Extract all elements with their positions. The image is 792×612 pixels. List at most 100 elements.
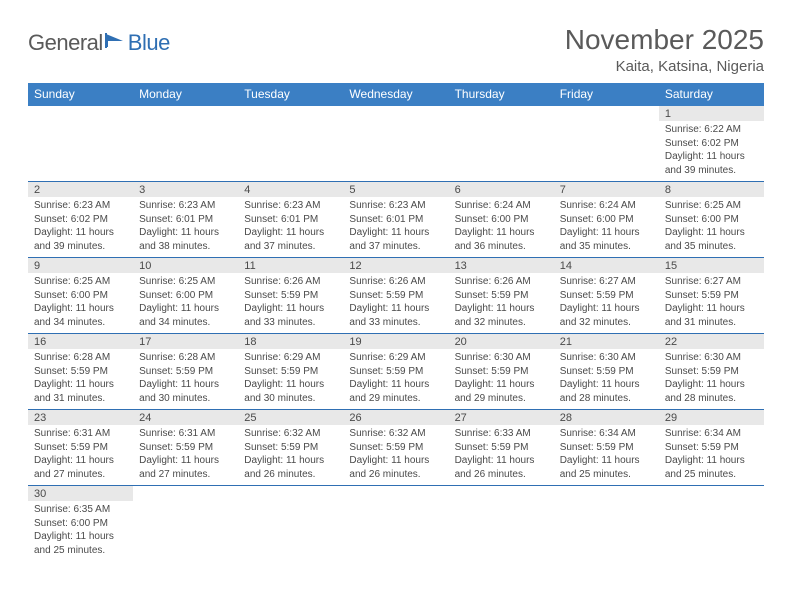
- title-block: November 2025 Kaita, Katsina, Nigeria: [565, 24, 764, 75]
- daylight-text: Daylight: 11 hours and 37 minutes.: [349, 226, 442, 253]
- weekday-header: Friday: [554, 83, 659, 106]
- calendar-day-cell: 28Sunrise: 6:34 AMSunset: 5:59 PMDayligh…: [554, 410, 659, 486]
- calendar-day-cell: 2Sunrise: 6:23 AMSunset: 6:02 PMDaylight…: [28, 182, 133, 258]
- day-details: Sunrise: 6:22 AMSunset: 6:02 PMDaylight:…: [659, 121, 764, 181]
- sunrise-text: Sunrise: 6:22 AM: [665, 123, 758, 137]
- daylight-text: Daylight: 11 hours and 38 minutes.: [139, 226, 232, 253]
- daylight-text: Daylight: 11 hours and 31 minutes.: [665, 302, 758, 329]
- sunset-text: Sunset: 5:59 PM: [349, 365, 442, 379]
- calendar-day-cell: 16Sunrise: 6:28 AMSunset: 5:59 PMDayligh…: [28, 334, 133, 410]
- calendar-day-cell: 18Sunrise: 6:29 AMSunset: 5:59 PMDayligh…: [238, 334, 343, 410]
- calendar-day-cell: 10Sunrise: 6:25 AMSunset: 6:00 PMDayligh…: [133, 258, 238, 334]
- sunrise-text: Sunrise: 6:27 AM: [560, 275, 653, 289]
- calendar-empty-cell: [133, 106, 238, 182]
- day-details: Sunrise: 6:30 AMSunset: 5:59 PMDaylight:…: [659, 349, 764, 409]
- day-number: 28: [554, 410, 659, 425]
- day-details: Sunrise: 6:26 AMSunset: 5:59 PMDaylight:…: [343, 273, 448, 333]
- sunrise-text: Sunrise: 6:31 AM: [34, 427, 127, 441]
- location-text: Kaita, Katsina, Nigeria: [565, 58, 764, 75]
- sunrise-text: Sunrise: 6:34 AM: [560, 427, 653, 441]
- daylight-text: Daylight: 11 hours and 34 minutes.: [139, 302, 232, 329]
- logo-text-blue: Blue: [128, 30, 170, 56]
- day-number: 14: [554, 258, 659, 273]
- calendar-day-cell: 25Sunrise: 6:32 AMSunset: 5:59 PMDayligh…: [238, 410, 343, 486]
- day-details: Sunrise: 6:32 AMSunset: 5:59 PMDaylight:…: [238, 425, 343, 485]
- day-number: 7: [554, 182, 659, 197]
- sunset-text: Sunset: 5:59 PM: [244, 441, 337, 455]
- sunset-text: Sunset: 5:59 PM: [349, 289, 442, 303]
- day-number: 5: [343, 182, 448, 197]
- day-number: 30: [28, 486, 133, 501]
- day-details: Sunrise: 6:24 AMSunset: 6:00 PMDaylight:…: [554, 197, 659, 257]
- calendar-day-cell: 4Sunrise: 6:23 AMSunset: 6:01 PMDaylight…: [238, 182, 343, 258]
- sunset-text: Sunset: 5:59 PM: [244, 289, 337, 303]
- day-number: 9: [28, 258, 133, 273]
- month-title: November 2025: [565, 24, 764, 56]
- calendar-empty-cell: [554, 106, 659, 182]
- sunrise-text: Sunrise: 6:23 AM: [34, 199, 127, 213]
- daylight-text: Daylight: 11 hours and 28 minutes.: [665, 378, 758, 405]
- calendar-day-cell: 5Sunrise: 6:23 AMSunset: 6:01 PMDaylight…: [343, 182, 448, 258]
- calendar-day-cell: 24Sunrise: 6:31 AMSunset: 5:59 PMDayligh…: [133, 410, 238, 486]
- sunset-text: Sunset: 5:59 PM: [455, 289, 548, 303]
- daylight-text: Daylight: 11 hours and 32 minutes.: [560, 302, 653, 329]
- weekday-header: Sunday: [28, 83, 133, 106]
- day-details: Sunrise: 6:31 AMSunset: 5:59 PMDaylight:…: [133, 425, 238, 485]
- calendar-week-row: 2Sunrise: 6:23 AMSunset: 6:02 PMDaylight…: [28, 182, 764, 258]
- calendar-day-cell: 12Sunrise: 6:26 AMSunset: 5:59 PMDayligh…: [343, 258, 448, 334]
- sunrise-text: Sunrise: 6:24 AM: [455, 199, 548, 213]
- sunrise-text: Sunrise: 6:30 AM: [560, 351, 653, 365]
- daylight-text: Daylight: 11 hours and 34 minutes.: [34, 302, 127, 329]
- sunset-text: Sunset: 6:00 PM: [665, 213, 758, 227]
- calendar-week-row: 9Sunrise: 6:25 AMSunset: 6:00 PMDaylight…: [28, 258, 764, 334]
- sunset-text: Sunset: 6:00 PM: [455, 213, 548, 227]
- calendar-empty-cell: [238, 486, 343, 562]
- day-number: 15: [659, 258, 764, 273]
- sunset-text: Sunset: 5:59 PM: [34, 365, 127, 379]
- calendar-empty-cell: [659, 486, 764, 562]
- sunrise-text: Sunrise: 6:23 AM: [139, 199, 232, 213]
- sunset-text: Sunset: 6:02 PM: [665, 137, 758, 151]
- day-number: 10: [133, 258, 238, 273]
- calendar-empty-cell: [28, 106, 133, 182]
- day-number: 16: [28, 334, 133, 349]
- calendar-day-cell: 23Sunrise: 6:31 AMSunset: 5:59 PMDayligh…: [28, 410, 133, 486]
- weekday-header: Wednesday: [343, 83, 448, 106]
- calendar-empty-cell: [343, 106, 448, 182]
- calendar-day-cell: 22Sunrise: 6:30 AMSunset: 5:59 PMDayligh…: [659, 334, 764, 410]
- sunset-text: Sunset: 6:01 PM: [349, 213, 442, 227]
- daylight-text: Daylight: 11 hours and 26 minutes.: [244, 454, 337, 481]
- calendar-table: SundayMondayTuesdayWednesdayThursdayFrid…: [28, 83, 764, 561]
- weekday-header: Thursday: [449, 83, 554, 106]
- calendar-page: General Blue November 2025 Kaita, Katsin…: [0, 0, 792, 585]
- calendar-day-cell: 9Sunrise: 6:25 AMSunset: 6:00 PMDaylight…: [28, 258, 133, 334]
- calendar-day-cell: 15Sunrise: 6:27 AMSunset: 5:59 PMDayligh…: [659, 258, 764, 334]
- sunset-text: Sunset: 5:59 PM: [560, 441, 653, 455]
- calendar-day-cell: 11Sunrise: 6:26 AMSunset: 5:59 PMDayligh…: [238, 258, 343, 334]
- sunrise-text: Sunrise: 6:31 AM: [139, 427, 232, 441]
- day-details: Sunrise: 6:26 AMSunset: 5:59 PMDaylight:…: [238, 273, 343, 333]
- sunrise-text: Sunrise: 6:30 AM: [455, 351, 548, 365]
- calendar-day-cell: 14Sunrise: 6:27 AMSunset: 5:59 PMDayligh…: [554, 258, 659, 334]
- day-number: 4: [238, 182, 343, 197]
- day-number: 12: [343, 258, 448, 273]
- day-number: 17: [133, 334, 238, 349]
- day-number: 8: [659, 182, 764, 197]
- day-details: Sunrise: 6:23 AMSunset: 6:01 PMDaylight:…: [343, 197, 448, 257]
- daylight-text: Daylight: 11 hours and 36 minutes.: [455, 226, 548, 253]
- daylight-text: Daylight: 11 hours and 30 minutes.: [244, 378, 337, 405]
- sunset-text: Sunset: 6:01 PM: [139, 213, 232, 227]
- calendar-header-row: SundayMondayTuesdayWednesdayThursdayFrid…: [28, 83, 764, 106]
- calendar-empty-cell: [449, 486, 554, 562]
- sunrise-text: Sunrise: 6:26 AM: [349, 275, 442, 289]
- day-details: Sunrise: 6:27 AMSunset: 5:59 PMDaylight:…: [554, 273, 659, 333]
- day-details: Sunrise: 6:32 AMSunset: 5:59 PMDaylight:…: [343, 425, 448, 485]
- day-details: Sunrise: 6:28 AMSunset: 5:59 PMDaylight:…: [28, 349, 133, 409]
- day-details: Sunrise: 6:30 AMSunset: 5:59 PMDaylight:…: [554, 349, 659, 409]
- day-details: Sunrise: 6:25 AMSunset: 6:00 PMDaylight:…: [28, 273, 133, 333]
- daylight-text: Daylight: 11 hours and 39 minutes.: [665, 150, 758, 177]
- day-number: 13: [449, 258, 554, 273]
- daylight-text: Daylight: 11 hours and 35 minutes.: [665, 226, 758, 253]
- sunrise-text: Sunrise: 6:30 AM: [665, 351, 758, 365]
- daylight-text: Daylight: 11 hours and 25 minutes.: [665, 454, 758, 481]
